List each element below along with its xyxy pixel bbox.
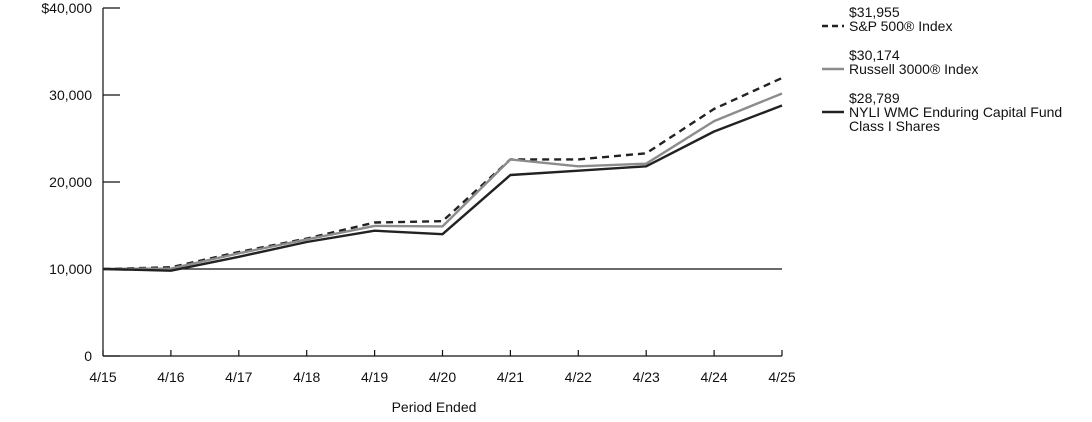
y-tick-label: 10,000: [49, 261, 92, 277]
x-tick-label: 4/18: [293, 369, 320, 385]
legend-name-line: Class I Shares: [849, 118, 940, 134]
series-layer: [102, 76, 783, 272]
axis-layer: 0 10,000 20,000 30,000 $40,000 4/15 4/16 4/17 4/…: [41, 0, 795, 385]
x-tick-label: 4/24: [700, 369, 727, 385]
series-line-2: [102, 104, 783, 272]
x-tick-label: 4/19: [361, 369, 388, 385]
x-tick-label: 4/20: [429, 369, 456, 385]
series-line-1: [102, 92, 783, 271]
x-tick-label: 4/21: [497, 369, 524, 385]
y-tick-label: 0: [84, 348, 92, 364]
y-tick-label: $40,000: [41, 0, 92, 16]
y-tick-label: 30,000: [49, 87, 92, 103]
legend-end-value: $30,174: [849, 47, 900, 63]
y-tick-label: 20,000: [49, 174, 92, 190]
legend-name: S&P 500® Index: [849, 18, 952, 34]
x-tick-label: 4/16: [157, 369, 184, 385]
x-axis-title: Period Ended: [392, 399, 477, 415]
series-line-0: [102, 76, 783, 271]
x-tick-label: 4/22: [565, 369, 592, 385]
x-tick-label: 4/23: [633, 369, 660, 385]
legend-name-line: NYLI WMC Enduring Capital Fund: [849, 104, 1062, 120]
x-tick-label: 4/25: [768, 369, 795, 385]
x-tick-label: 4/17: [225, 369, 252, 385]
x-tick-label: 4/15: [89, 369, 116, 385]
legend-end-value: $31,955: [849, 4, 900, 20]
legend-name: Russell 3000® Index: [849, 61, 978, 77]
legend-end-value: $28,789: [849, 90, 900, 106]
